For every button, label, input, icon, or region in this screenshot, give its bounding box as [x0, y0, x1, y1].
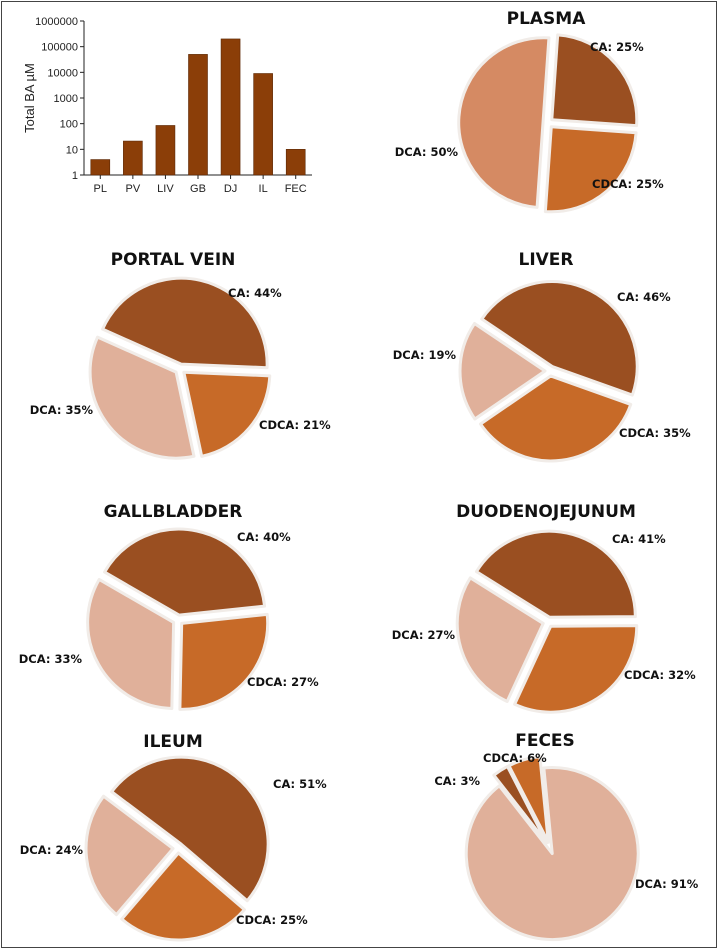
slice-label-cdca: CDCA: 32%	[624, 668, 696, 682]
pie-chart-duodenojejunum: DUODENOJEJUNUM CA: 41% CDCA: 32% DCA: 27%	[392, 502, 696, 714]
y-tick-label: 10	[66, 144, 78, 156]
slice-dca	[88, 335, 196, 460]
y-tick-label: 1000	[54, 93, 78, 105]
slice-cdca	[120, 851, 246, 942]
slice-label-ca: CA: 3%	[434, 774, 480, 788]
slice-dca	[457, 36, 551, 209]
pie-title: DUODENOJEJUNUM	[456, 502, 636, 522]
slice-ca	[480, 280, 639, 397]
slice-ca	[550, 33, 639, 128]
slice-cdca	[182, 370, 272, 458]
slice-label-ca: CA: 40%	[237, 530, 291, 544]
pie-chart-liver: LIVER CA: 46% CDCA: 35% DCA: 19%	[393, 250, 691, 463]
x-tick-label: FEC	[285, 183, 307, 195]
slice-dca	[455, 576, 545, 703]
slice-label-cdca: CDCA: 25%	[592, 177, 664, 191]
y-tick-label: 100	[60, 119, 78, 131]
bar-liv	[155, 125, 176, 176]
slice-label-ca: CA: 44%	[228, 286, 282, 300]
y-tick-label: 10000	[47, 67, 78, 79]
slice-dca	[458, 321, 547, 421]
pie-title: LIVER	[518, 250, 573, 270]
slice-ca	[474, 529, 637, 619]
x-tick-label: PL	[94, 183, 107, 195]
slice-cdca	[543, 125, 638, 214]
slice-label-dca: DCA: 50%	[395, 145, 459, 159]
x-tick-label: PV	[126, 183, 141, 195]
slice-cdca	[178, 612, 270, 711]
slice-cdca	[507, 755, 550, 844]
slice-label-dca: DCA: 91%	[635, 877, 699, 891]
pie-chart-gallbladder: GALLBLADDER CA: 40% CDCA: 27% DCA: 33%	[19, 502, 319, 711]
bar-dj	[220, 38, 241, 176]
slice-label-dca: DCA: 35%	[30, 403, 94, 417]
slice-ca	[110, 755, 270, 903]
slice-ca	[101, 276, 269, 370]
bar-chart: 1 10 100 1000 10000 100000 1000000 Total BA µM P…	[22, 16, 312, 195]
slice-label-ca: CA: 41%	[612, 532, 666, 546]
pie-title: PORTAL VEIN	[111, 250, 236, 270]
y-tick-label: 1000000	[35, 16, 78, 28]
slice-label-cdca: CDCA: 6%	[483, 751, 547, 765]
bar-pl	[90, 159, 111, 176]
pie-title: ILEUM	[143, 732, 203, 752]
y-tick-label: 1	[72, 170, 78, 182]
bar-gb	[188, 54, 208, 176]
bar-fec	[285, 149, 306, 176]
x-tick-label: GB	[190, 183, 206, 195]
x-tick-label: IL	[259, 183, 268, 195]
y-tick-label: 100000	[41, 42, 78, 54]
slice-label-ca: CA: 25%	[590, 40, 644, 54]
pie-title: PLASMA	[507, 9, 587, 29]
slice-label-ca: CA: 46%	[617, 290, 671, 304]
slice-cdca	[479, 374, 633, 463]
y-axis-label: Total BA µM	[22, 63, 37, 133]
pie-chart-feces: FECES CA: 3%CDCA: 6% DCA: 91%	[434, 731, 699, 942]
slice-ca	[492, 764, 549, 845]
slice-label-dca: DCA: 19%	[393, 348, 457, 362]
slice-dca	[464, 766, 640, 942]
x-tick-label: LIV	[157, 183, 174, 195]
slice-dca	[84, 794, 175, 917]
slice-label-cdca: CDCA: 21%	[259, 418, 331, 432]
pie-title: FECES	[515, 731, 575, 751]
x-tick-label: DJ	[224, 183, 237, 195]
slice-label-dca: DCA: 24%	[20, 843, 84, 857]
slice-label-cdca: CDCA: 27%	[247, 675, 319, 689]
bar-pv	[123, 140, 143, 176]
bar-il	[253, 73, 273, 176]
slice-ca	[103, 527, 267, 617]
pie-title: GALLBLADDER	[104, 502, 243, 522]
slice-label-dca: DCA: 27%	[392, 628, 456, 642]
slice-label-ca: CA: 51%	[273, 777, 327, 791]
slice-dca	[86, 577, 176, 710]
slice-cdca	[513, 624, 639, 714]
slice-label-cdca: CDCA: 25%	[236, 913, 308, 927]
pie-chart-ileum: ILEUM CA: 51% CDCA: 25% DCA: 24%	[20, 732, 327, 942]
pie-chart-portal-vein: PORTAL VEIN CA: 44% CDCA: 21% DCA: 35%	[30, 250, 331, 460]
slice-label-dca: DCA: 33%	[19, 652, 83, 666]
slice-label-cdca: CDCA: 35%	[619, 426, 691, 440]
